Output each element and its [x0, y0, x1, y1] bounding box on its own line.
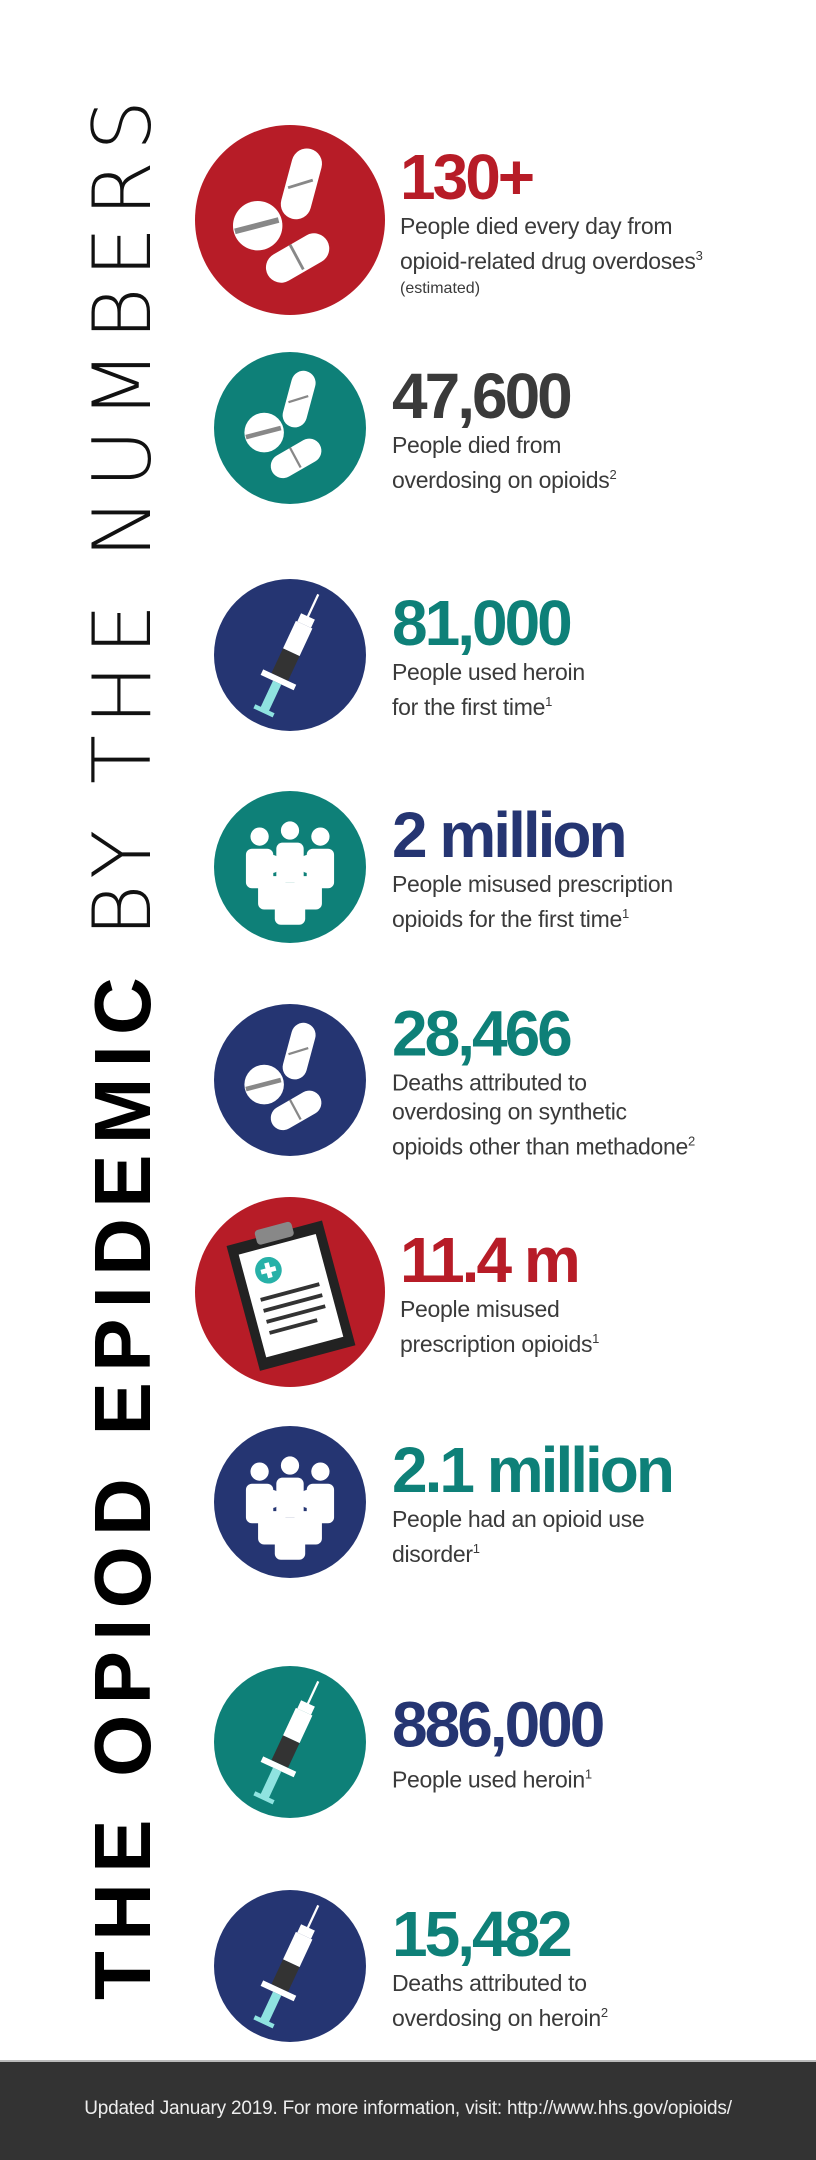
stat-description-line: opioids other than methadone	[392, 1133, 688, 1160]
stat-text: 47,600 People died from overdosing on opi…	[392, 360, 617, 495]
stat-description-line: People used heroin	[392, 1766, 585, 1793]
stat-number: 47,600	[392, 360, 573, 433]
svg-text:THE OPIOD EPIDEMICBY THE NUMBE: THE OPIOD EPIDEMIC BY THE NUMBERS	[76, 100, 169, 2000]
stat-description: People misused prescription opioids for t…	[392, 870, 673, 934]
stat-description-line: People used heroin	[392, 659, 585, 686]
stat-text: 886,000 People used heroin1	[392, 1688, 605, 1795]
stat-circle	[214, 1890, 366, 2042]
syringe-icon	[253, 1680, 320, 1805]
stat-text: 11.4 m People misused prescription opioid…	[400, 1225, 599, 1359]
footnote-ref: 2	[600, 2005, 608, 2021]
stat-text: 81,000 People used heroin for the first t…	[392, 588, 585, 722]
stat-description-line: People misused prescription	[392, 871, 673, 898]
stat-circle	[195, 1197, 385, 1387]
stat-description-line: opioids for the first time	[392, 905, 622, 932]
stat-description-line: People had an opioid use	[392, 1506, 645, 1533]
pills-icon	[244, 1022, 322, 1131]
stat-description: People died from overdosing on opioids2	[392, 431, 617, 495]
stat-description-line: overdosing on synthetic	[392, 1098, 627, 1125]
stat-description: People died every day from opioid-related…	[400, 212, 703, 276]
stat-text: 2.1 million People had an opioid use diso…	[392, 1434, 675, 1569]
footnote-ref: 1	[584, 1766, 592, 1782]
stat-number: 2 million	[392, 799, 628, 872]
stat-text: 2 million People misused prescription opi…	[392, 800, 673, 934]
footnote-ref: 1	[592, 1331, 600, 1347]
stat-circle	[214, 352, 366, 504]
footnote-ref: 2	[609, 467, 617, 483]
stat-number: 28,466	[392, 997, 573, 1070]
syringe-icon	[253, 1904, 320, 2029]
stat-description-line: overdosing on heroin	[392, 2004, 601, 2031]
title-light: BY THE NUMBERS	[76, 100, 169, 937]
stat-circle	[214, 1004, 366, 1156]
stat-circle	[214, 1666, 366, 1818]
clipboard-icon	[226, 1220, 356, 1371]
footnote-ref: 1	[472, 1541, 480, 1557]
title-bold: THE OPIOD EPIDEMIC	[78, 977, 167, 2000]
stat-number: 15,482	[392, 1898, 573, 1971]
people-icon	[245, 1456, 335, 1560]
stat-description: People misused prescription opioids1	[400, 1295, 599, 1359]
footnote-ref: 3	[695, 248, 703, 264]
pills-icon	[244, 370, 322, 479]
stat-description: Deaths attributed to overdosing on synthe…	[392, 1069, 695, 1162]
stat-number: 130+	[400, 141, 535, 214]
stat-description-line: People died from	[392, 432, 562, 459]
stat-number: 886,000	[392, 1688, 605, 1761]
stat-number: 11.4 m	[400, 1224, 581, 1297]
stat-description-line: Deaths attributed to	[392, 1970, 587, 1997]
pills-icon	[233, 148, 330, 283]
stat-circle	[195, 125, 385, 315]
stat-description: Deaths attributed to overdosing on heroin…	[392, 1969, 608, 2033]
vertical-title: THE OPIOD EPIDEMIC BY THE NUMBERS	[76, 100, 169, 2000]
stat-number: 81,000	[392, 587, 573, 660]
stat-circle	[214, 579, 366, 731]
footnote-ref: 1	[545, 694, 553, 710]
stat-description-line: prescription opioids	[400, 1330, 593, 1357]
syringe-icon	[253, 593, 320, 718]
stat-text: 130+ People died every day from opioid-re…	[400, 142, 703, 298]
stat-circle	[214, 791, 366, 943]
stat-note: (estimated)	[400, 279, 481, 297]
people-icon	[245, 821, 335, 925]
stat-circle	[214, 1426, 366, 1578]
footer-text: Updated January 2019. For more informati…	[84, 2098, 732, 2119]
footnote-ref: 2	[687, 1133, 695, 1149]
stat-text: 15,482 Deaths attributed to overdosing on…	[392, 1899, 608, 2033]
stat-description-line: People misused	[400, 1296, 560, 1323]
stat-text: 28,466 Deaths attributed to overdosing on…	[392, 999, 695, 1162]
stat-description-line: Deaths attributed to	[392, 1069, 587, 1096]
stat-description-line: People died every day from	[400, 213, 673, 240]
stat-description-line: opioid-related drug overdoses	[400, 247, 696, 274]
stat-description: People had an opioid use disorder1	[392, 1505, 672, 1569]
stat-description: People used heroin1	[392, 1760, 602, 1795]
stat-description-line: for the first time	[392, 693, 546, 720]
stat-description-line: overdosing on opioids	[392, 466, 610, 493]
stat-description-line: disorder	[392, 1540, 473, 1567]
footnote-ref: 1	[621, 906, 629, 922]
footer: Updated January 2019. For more informati…	[0, 2060, 816, 2160]
stat-number: 2.1 million	[392, 1434, 675, 1507]
stat-description: People used heroin for the first time1	[392, 658, 585, 722]
